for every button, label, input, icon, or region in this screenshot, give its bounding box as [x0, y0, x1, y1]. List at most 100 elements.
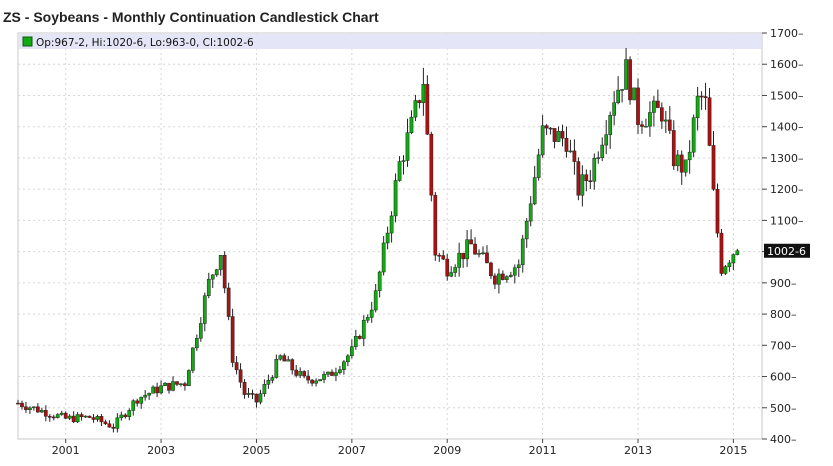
candle-up: [632, 87, 636, 101]
candle-down: [564, 137, 569, 152]
candle-down: [183, 383, 187, 386]
candle-down: [711, 145, 716, 190]
candle-up: [508, 274, 513, 277]
candle-down: [417, 100, 422, 103]
candle-up: [449, 272, 454, 277]
legend-swatch-icon: [22, 36, 33, 47]
candle-up: [532, 177, 537, 205]
candle-up: [524, 220, 529, 240]
candle-down: [294, 369, 299, 376]
candle-down: [719, 232, 724, 274]
candle-up: [314, 380, 318, 384]
candle-up: [179, 383, 183, 385]
candle-up: [334, 372, 338, 376]
candle-down: [302, 371, 307, 377]
candle-up: [318, 379, 322, 382]
candle-up: [604, 134, 609, 146]
candle-down: [640, 124, 644, 127]
candle-down: [501, 273, 505, 280]
candle-up: [695, 95, 700, 118]
candle-down: [99, 416, 104, 423]
candle-up: [616, 89, 620, 104]
candle-down: [572, 150, 577, 162]
candle-up: [361, 319, 366, 339]
y-axis: 400–500–600–700–800–900–1000–1100–1200–1…: [762, 27, 804, 446]
candle-up: [389, 215, 394, 234]
candle-down: [425, 84, 430, 135]
candle-up: [83, 415, 88, 418]
candle-up: [119, 414, 124, 419]
y-tick-label: 1200–: [770, 183, 804, 196]
candle-down: [282, 355, 287, 362]
candle-up: [675, 154, 680, 167]
candle-down: [473, 243, 477, 255]
candle-down: [238, 369, 243, 383]
candle-down: [445, 258, 450, 277]
y-tick-label: 700–: [770, 339, 797, 352]
candle-down: [234, 362, 239, 371]
candle-up: [342, 361, 346, 370]
candle-down: [87, 415, 92, 418]
candle-up: [409, 116, 414, 133]
candle-up: [262, 384, 267, 394]
candle-up: [648, 112, 652, 127]
candle-down: [429, 133, 434, 196]
candle-up: [115, 417, 120, 429]
y-tick-label: 1300–: [770, 152, 804, 165]
candle-up: [75, 414, 80, 423]
y-tick-label: 400–: [770, 433, 797, 446]
candle-down: [433, 194, 438, 256]
candle-up: [139, 396, 144, 404]
y-tick-label: 1400–: [770, 121, 804, 134]
candle-up: [612, 102, 617, 116]
candle-up: [151, 386, 155, 394]
x-axis: 2001 2003 2005 2007 2009 2011 2013 2015: [52, 439, 747, 457]
candle-up: [691, 117, 696, 153]
candle-up: [95, 416, 100, 420]
candle-up: [278, 355, 283, 360]
y-tick-label: 1700–: [770, 27, 804, 40]
candle-up: [55, 414, 60, 418]
candle-down: [441, 255, 446, 260]
candle-down: [552, 128, 557, 142]
candle-down: [469, 239, 473, 245]
candle-down: [254, 393, 259, 403]
candle-down: [707, 97, 712, 146]
candle-up: [465, 239, 469, 260]
candle-up: [497, 273, 501, 285]
candle-down: [584, 174, 589, 181]
candle-up: [194, 337, 199, 349]
candle-down: [135, 400, 140, 404]
candle-up: [131, 400, 136, 411]
candle-up: [608, 115, 613, 135]
candle-down: [36, 406, 40, 413]
candle-up: [477, 253, 481, 255]
candle-up: [322, 374, 326, 380]
candle-up: [397, 161, 402, 181]
candle-up: [731, 254, 736, 264]
candle-up: [401, 160, 406, 162]
last-value-label: 1002-6: [767, 245, 806, 258]
candle-up: [421, 84, 426, 103]
candle-up: [218, 255, 223, 270]
candle-up: [600, 144, 605, 158]
candle-up: [393, 180, 398, 217]
candle-up: [377, 271, 382, 291]
candle-up: [274, 358, 279, 378]
candle-up: [683, 159, 688, 173]
candle-up: [592, 158, 597, 182]
candle-up: [556, 131, 561, 142]
candle-up: [191, 347, 195, 371]
x-tick-label: 2005: [242, 444, 270, 457]
candle-up: [266, 380, 271, 385]
candle-up: [346, 355, 350, 363]
x-tick-label: 2011: [529, 444, 557, 457]
candle-up: [624, 59, 628, 90]
candle-up: [596, 157, 601, 159]
candle-down: [310, 379, 314, 384]
candle-up: [365, 317, 370, 321]
candle-up: [187, 370, 191, 386]
candle-up: [723, 266, 728, 274]
candle-down: [91, 417, 96, 420]
